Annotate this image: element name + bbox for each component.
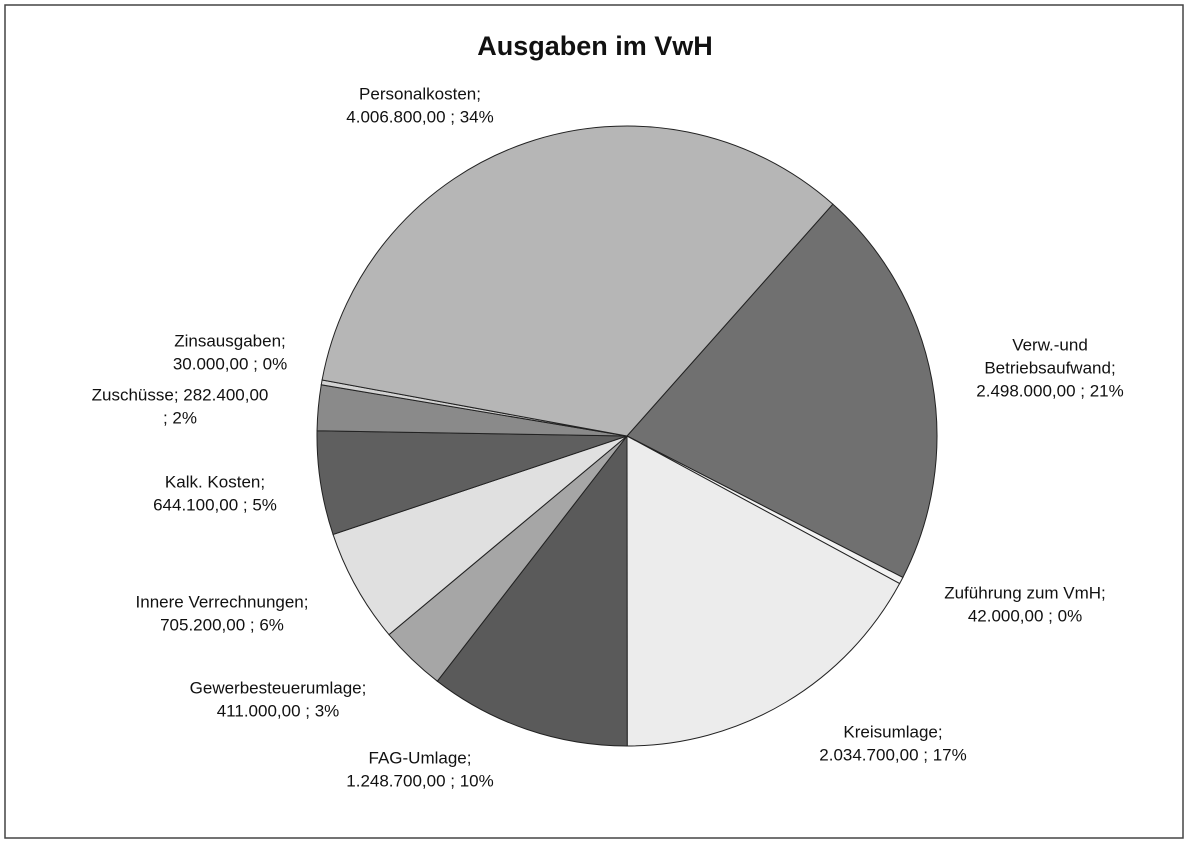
- data-label: 2.034.700,00 ; 17%: [819, 745, 966, 764]
- data-label: 4.006.800,00 ; 34%: [346, 107, 493, 126]
- data-label: FAG-Umlage;: [369, 748, 472, 767]
- data-label: Innere Verrechnungen;: [136, 592, 309, 611]
- data-label: Kalk. Kosten;: [165, 472, 265, 491]
- data-label: ; 2%: [163, 408, 197, 427]
- data-label: 705.200,00 ; 6%: [160, 615, 284, 634]
- data-label: Gewerbesteuerumlage;: [190, 678, 367, 697]
- data-label: Zuführung zum VmH;: [944, 583, 1106, 602]
- data-label: Betriebsaufwand;: [984, 358, 1115, 377]
- data-label: 30.000,00 ; 0%: [173, 354, 287, 373]
- data-label: Zuschüsse; 282.400,00: [92, 385, 269, 404]
- data-label: Personalkosten;: [359, 84, 481, 103]
- data-label: Verw.-und: [1012, 335, 1088, 354]
- data-label: 2.498.000,00 ; 21%: [976, 381, 1123, 400]
- data-label: 42.000,00 ; 0%: [968, 606, 1082, 625]
- pie-slice: [626, 435, 901, 747]
- pie-slice: [321, 125, 834, 437]
- data-label: 411.000,00 ; 3%: [217, 701, 340, 720]
- data-label: Kreisumlage;: [843, 722, 942, 741]
- pie-slice: [436, 434, 628, 747]
- pie-slice: [626, 203, 938, 579]
- chart-title: Ausgaben im VwH: [477, 31, 713, 61]
- data-label: Zinsausgaben;: [174, 331, 286, 350]
- data-label: 644.100,00 ; 5%: [153, 495, 277, 514]
- data-label: 1.248.700,00 ; 10%: [346, 771, 493, 790]
